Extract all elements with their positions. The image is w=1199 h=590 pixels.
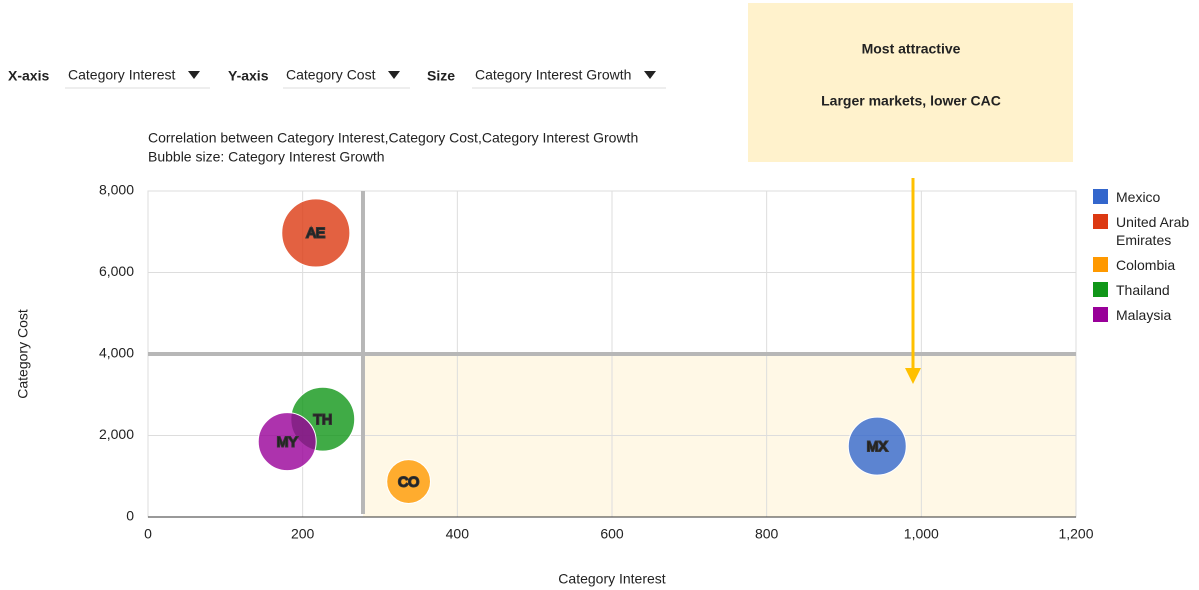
legend-label: Malaysia	[1116, 307, 1172, 323]
dropdown-arrow[interactable]	[644, 71, 656, 79]
control-label: Size	[427, 68, 455, 84]
dropdown[interactable]: Category Interest	[65, 67, 210, 89]
bubble	[281, 198, 351, 268]
x-tick-label: 200	[291, 526, 315, 542]
y-tick-label: 0	[126, 508, 134, 524]
dropdown-value[interactable]: Category Interest Growth	[475, 67, 631, 83]
legend-swatch	[1093, 282, 1108, 297]
legend-label: Thailand	[1116, 282, 1170, 298]
dropdown-arrow[interactable]	[388, 71, 400, 79]
control-label: X-axis	[8, 68, 49, 84]
legend-item: Colombia	[1093, 256, 1199, 274]
legend-label: United Arab Emirates	[1116, 214, 1190, 248]
bubble	[847, 416, 907, 476]
annotation-title: Most attractive	[862, 41, 961, 57]
legend-item: Thailand	[1093, 281, 1199, 299]
annotation-box	[748, 3, 1073, 162]
bubble	[257, 412, 317, 472]
annotation-text: Larger markets, lower CAC	[821, 93, 1001, 109]
chart-title: Correlation between Category Interest,Ca…	[148, 130, 638, 146]
dropdown[interactable]: Category Cost	[283, 67, 410, 89]
x-tick-label: 600	[600, 526, 624, 542]
legend-item: United Arab Emirates	[1093, 213, 1199, 249]
x-tick-label: 1,000	[904, 526, 939, 542]
dropdown-value[interactable]: Category Interest	[68, 67, 175, 83]
bubble-label: CO	[398, 473, 419, 489]
y-tick-label: 4,000	[99, 345, 134, 361]
x-tick-label: 800	[755, 526, 779, 542]
legend-label: Colombia	[1116, 257, 1176, 273]
bubble-label: MY	[277, 433, 299, 449]
legend-swatch	[1093, 307, 1108, 322]
legend-item: Mexico	[1093, 188, 1199, 206]
y-tick-label: 8,000	[99, 182, 134, 198]
x-tick-label: 400	[446, 526, 470, 542]
dropdown[interactable]: Category Interest Growth	[472, 67, 666, 89]
legend: Mexico United Arab Emirates Colombia Thaila…	[1093, 188, 1199, 324]
bubble	[386, 459, 432, 504]
control-label: Y-axis	[228, 68, 269, 84]
y-tick-label: 2,000	[99, 426, 134, 442]
legend-swatch	[1093, 257, 1108, 272]
legend-swatch	[1093, 189, 1108, 204]
legend-label: Mexico	[1116, 189, 1161, 205]
dropdown-arrow[interactable]	[188, 71, 200, 79]
chart-subtitle: Bubble size: Category Interest Growth	[148, 149, 385, 165]
legend-swatch	[1093, 214, 1108, 229]
x-tick-label: 0	[144, 526, 152, 542]
dropdown-value[interactable]: Category Cost	[286, 67, 376, 83]
arrow-head	[905, 368, 921, 384]
x-axis-label: Category Interest	[558, 571, 665, 587]
y-axis-label: Category Cost	[15, 309, 31, 399]
bubble-label: TH	[313, 411, 332, 427]
bubble-label: MX	[867, 438, 889, 454]
x-tick-label: 1,200	[1058, 526, 1093, 542]
legend-item: Malaysia	[1093, 306, 1199, 324]
y-tick-label: 6,000	[99, 263, 134, 279]
bubble-label: AE	[306, 225, 325, 241]
legend-box: Mexico United Arab Emirates Colombia Thaila…	[1093, 188, 1199, 324]
